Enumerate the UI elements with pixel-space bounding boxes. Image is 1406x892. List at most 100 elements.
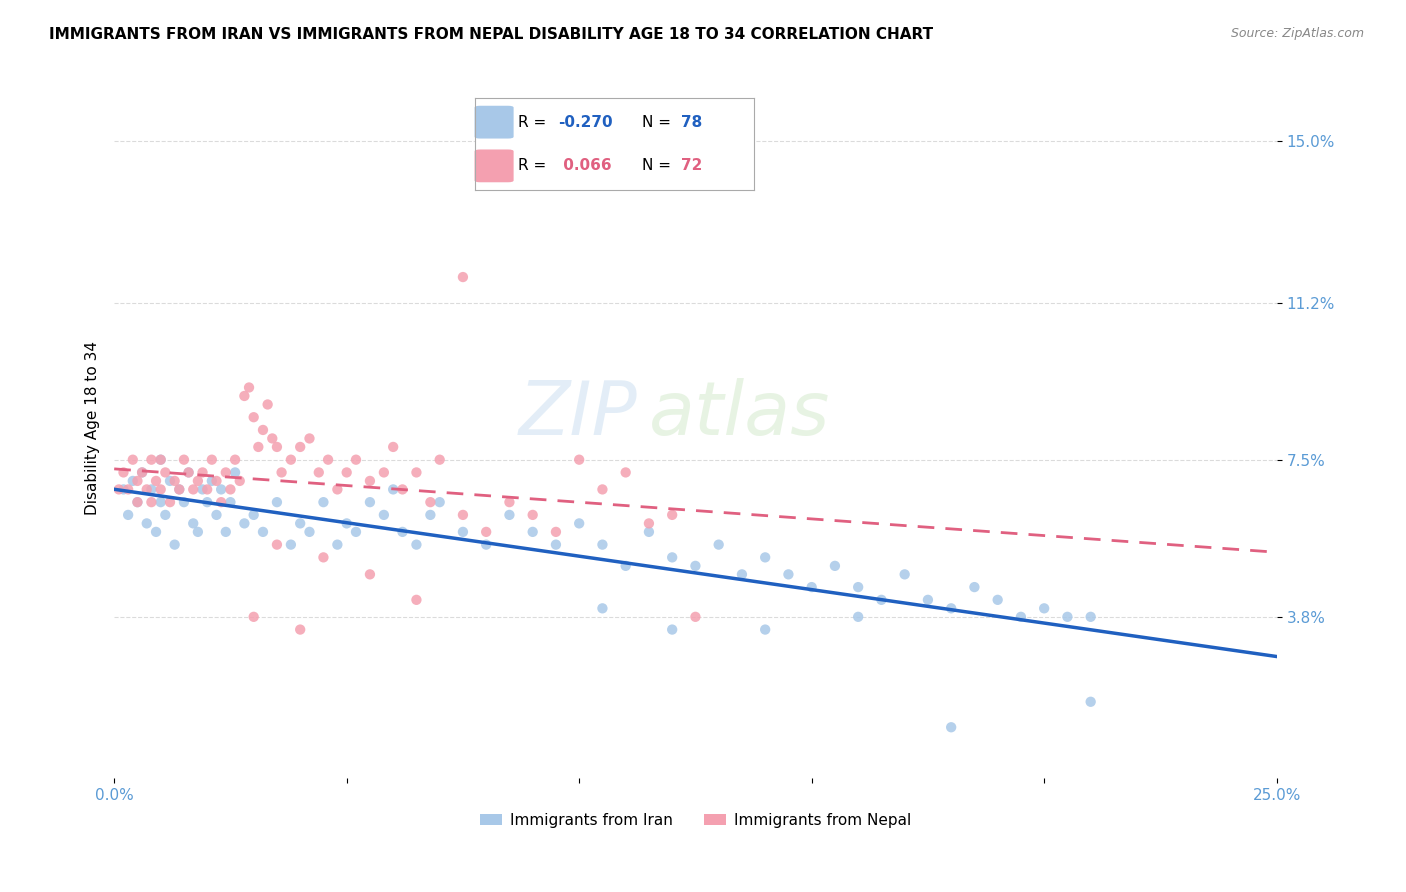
Point — [591, 601, 613, 615]
Point — [498, 495, 520, 509]
Point — [209, 495, 232, 509]
Point — [1080, 695, 1102, 709]
Point — [308, 466, 330, 480]
Point — [336, 466, 359, 480]
Point — [290, 623, 312, 637]
Point — [359, 474, 381, 488]
Point — [778, 567, 800, 582]
Point — [262, 432, 284, 446]
Point — [121, 452, 143, 467]
Point — [159, 474, 181, 488]
Point — [429, 495, 451, 509]
Point — [112, 483, 135, 497]
Point — [298, 524, 321, 539]
Point — [191, 466, 214, 480]
Point — [568, 452, 591, 467]
Point — [224, 452, 246, 467]
Point — [344, 524, 367, 539]
Point — [219, 495, 242, 509]
Point — [112, 466, 135, 480]
Point — [498, 508, 520, 522]
Text: atlas: atlas — [650, 378, 831, 450]
Point — [177, 466, 200, 480]
Point — [661, 508, 683, 522]
Point — [754, 550, 776, 565]
Point — [219, 483, 242, 497]
Point — [242, 410, 264, 425]
Point — [591, 538, 613, 552]
Point — [614, 466, 637, 480]
Text: IMMIGRANTS FROM IRAN VS IMMIGRANTS FROM NEPAL DISABILITY AGE 18 TO 34 CORRELATIO: IMMIGRANTS FROM IRAN VS IMMIGRANTS FROM … — [49, 27, 934, 42]
Point — [405, 592, 427, 607]
Point — [215, 466, 238, 480]
Point — [451, 524, 474, 539]
Point — [163, 474, 186, 488]
Point — [661, 623, 683, 637]
Point — [405, 538, 427, 552]
Point — [846, 610, 869, 624]
Point — [177, 466, 200, 480]
Point — [205, 474, 228, 488]
Point — [187, 474, 209, 488]
Point — [181, 483, 204, 497]
Point — [336, 516, 359, 531]
Point — [941, 601, 963, 615]
Point — [591, 483, 613, 497]
Point — [800, 580, 823, 594]
Point — [544, 524, 567, 539]
Point — [391, 524, 413, 539]
Point — [963, 580, 986, 594]
Point — [127, 495, 149, 509]
Point — [359, 495, 381, 509]
Point — [870, 592, 893, 607]
Point — [233, 389, 256, 403]
Point — [661, 550, 683, 565]
Point — [270, 466, 292, 480]
Point — [181, 516, 204, 531]
Point — [638, 516, 661, 531]
Point — [614, 558, 637, 573]
Point — [475, 524, 498, 539]
Point — [215, 524, 238, 539]
Point — [173, 452, 195, 467]
Point — [117, 508, 139, 522]
Legend: Immigrants from Iran, Immigrants from Nepal: Immigrants from Iran, Immigrants from Ne… — [474, 806, 918, 834]
Point — [201, 452, 224, 467]
Point — [419, 508, 441, 522]
Point — [252, 423, 274, 437]
Point — [638, 524, 661, 539]
Point — [135, 516, 157, 531]
Point — [707, 538, 730, 552]
Point — [187, 524, 209, 539]
Point — [290, 440, 312, 454]
Point — [242, 610, 264, 624]
Point — [252, 524, 274, 539]
Point — [429, 452, 451, 467]
Point — [256, 397, 278, 411]
Point — [141, 452, 163, 467]
Point — [145, 524, 167, 539]
Point — [108, 483, 131, 497]
Point — [419, 495, 441, 509]
Point — [685, 558, 707, 573]
Point — [893, 567, 915, 582]
Point — [344, 452, 367, 467]
Point — [280, 452, 302, 467]
Point — [266, 495, 288, 509]
Point — [127, 495, 149, 509]
Point — [312, 550, 335, 565]
Point — [195, 495, 218, 509]
Point — [135, 483, 157, 497]
Point — [149, 452, 172, 467]
Point — [373, 508, 395, 522]
Point — [382, 440, 405, 454]
Point — [169, 483, 191, 497]
Point — [290, 516, 312, 531]
Point — [266, 538, 288, 552]
Point — [169, 483, 191, 497]
Point — [391, 483, 413, 497]
Point — [824, 558, 846, 573]
Point — [941, 720, 963, 734]
Point — [373, 466, 395, 480]
Point — [163, 538, 186, 552]
